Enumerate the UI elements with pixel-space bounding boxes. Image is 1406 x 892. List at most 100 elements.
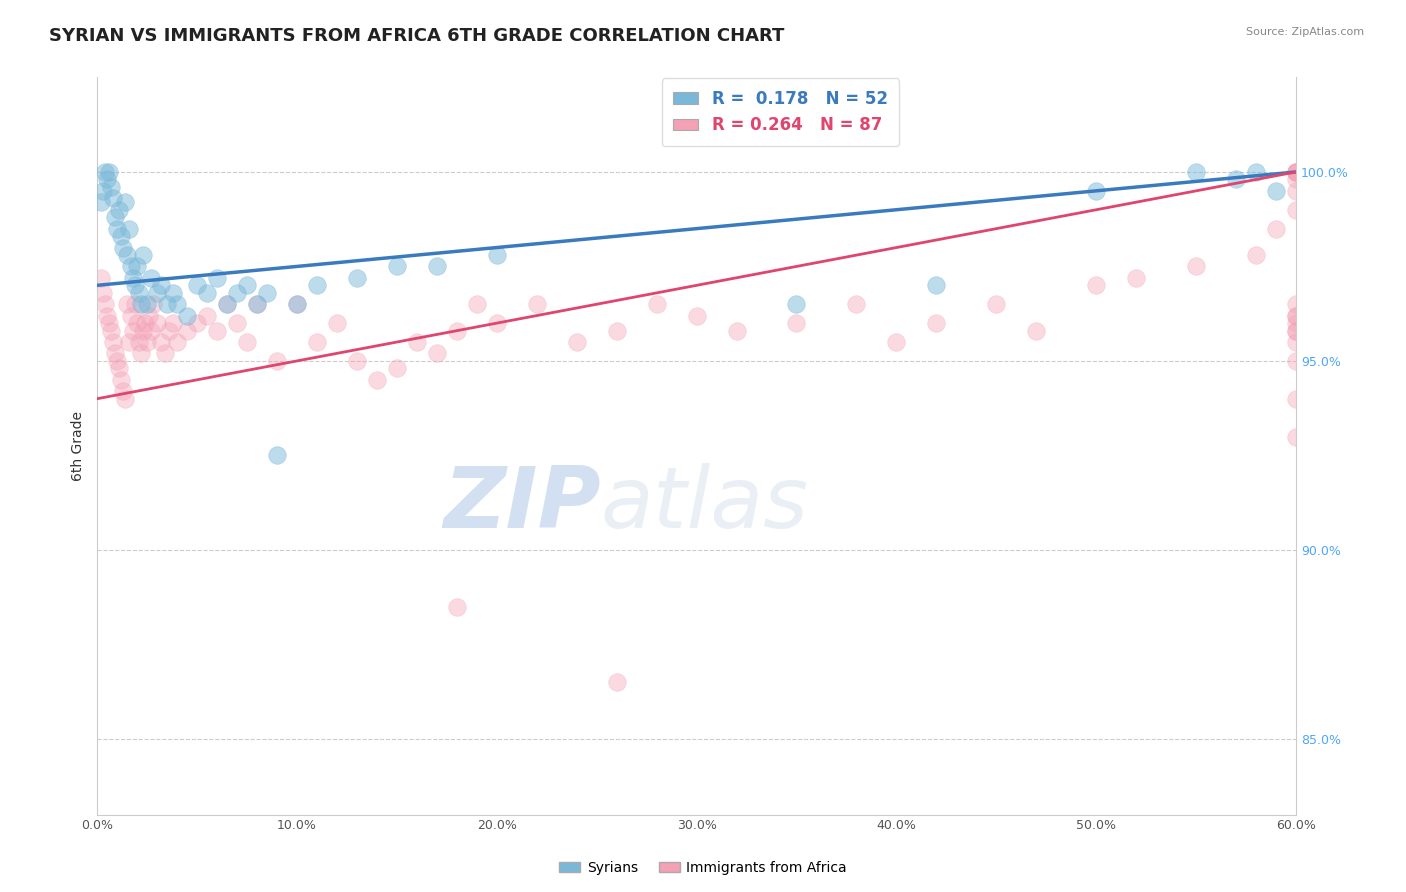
- Point: [385, 361, 408, 376]
- Text: ZIP: ZIP: [443, 464, 600, 547]
- Point: [128, 285, 150, 300]
- Text: atlas: atlas: [600, 464, 808, 547]
- Point: [136, 297, 159, 311]
- Point: [176, 309, 198, 323]
- Point: [606, 324, 628, 338]
- Point: [94, 297, 117, 311]
- Point: [285, 297, 308, 311]
- Point: [1285, 429, 1308, 443]
- Point: [385, 260, 408, 274]
- Point: [153, 346, 176, 360]
- Point: [114, 392, 136, 406]
- Point: [129, 346, 152, 360]
- Point: [305, 278, 328, 293]
- Point: [426, 260, 449, 274]
- Point: [129, 297, 152, 311]
- Point: [120, 309, 142, 323]
- Point: [186, 278, 208, 293]
- Point: [1285, 392, 1308, 406]
- Point: [426, 346, 449, 360]
- Point: [346, 270, 368, 285]
- Point: [986, 297, 1008, 311]
- Point: [1265, 184, 1288, 198]
- Y-axis label: 6th Grade: 6th Grade: [72, 411, 86, 481]
- Point: [96, 172, 118, 186]
- Point: [122, 324, 145, 338]
- Point: [118, 221, 141, 235]
- Point: [886, 334, 908, 349]
- Point: [1285, 165, 1308, 179]
- Point: [162, 316, 184, 330]
- Point: [157, 324, 180, 338]
- Point: [1285, 309, 1308, 323]
- Point: [1285, 309, 1308, 323]
- Point: [108, 202, 131, 217]
- Point: [226, 316, 249, 330]
- Point: [124, 297, 146, 311]
- Point: [1285, 165, 1308, 179]
- Point: [785, 297, 807, 311]
- Point: [156, 297, 179, 311]
- Text: Source: ZipAtlas.com: Source: ZipAtlas.com: [1246, 27, 1364, 37]
- Point: [150, 334, 173, 349]
- Point: [1285, 165, 1308, 179]
- Point: [606, 675, 628, 690]
- Point: [138, 309, 160, 323]
- Point: [132, 248, 155, 262]
- Point: [1285, 172, 1308, 186]
- Point: [139, 270, 162, 285]
- Legend: Syrians, Immigrants from Africa: Syrians, Immigrants from Africa: [554, 855, 852, 880]
- Point: [96, 309, 118, 323]
- Point: [110, 229, 132, 244]
- Point: [785, 316, 807, 330]
- Point: [186, 316, 208, 330]
- Point: [1285, 324, 1308, 338]
- Point: [90, 270, 112, 285]
- Point: [1085, 184, 1108, 198]
- Point: [1265, 221, 1288, 235]
- Point: [1244, 165, 1267, 179]
- Point: [925, 278, 948, 293]
- Point: [266, 354, 288, 368]
- Point: [565, 334, 588, 349]
- Point: [166, 297, 188, 311]
- Point: [305, 334, 328, 349]
- Point: [526, 297, 548, 311]
- Point: [128, 334, 150, 349]
- Point: [266, 449, 288, 463]
- Point: [110, 373, 132, 387]
- Point: [326, 316, 349, 330]
- Point: [205, 324, 228, 338]
- Point: [226, 285, 249, 300]
- Point: [236, 278, 259, 293]
- Point: [94, 165, 117, 179]
- Point: [124, 278, 146, 293]
- Point: [132, 324, 155, 338]
- Point: [100, 180, 122, 194]
- Point: [162, 285, 184, 300]
- Point: [1285, 202, 1308, 217]
- Point: [104, 346, 127, 360]
- Point: [845, 297, 868, 311]
- Point: [136, 334, 159, 349]
- Point: [925, 316, 948, 330]
- Point: [1285, 316, 1308, 330]
- Point: [105, 354, 128, 368]
- Point: [146, 285, 169, 300]
- Point: [166, 334, 188, 349]
- Point: [1285, 354, 1308, 368]
- Point: [98, 165, 121, 179]
- Point: [195, 309, 218, 323]
- Point: [101, 334, 124, 349]
- Point: [205, 270, 228, 285]
- Legend: R =  0.178   N = 52, R = 0.264   N = 87: R = 0.178 N = 52, R = 0.264 N = 87: [662, 78, 900, 146]
- Point: [142, 297, 165, 311]
- Point: [215, 297, 238, 311]
- Point: [485, 316, 508, 330]
- Point: [1025, 324, 1047, 338]
- Point: [366, 373, 388, 387]
- Point: [685, 309, 707, 323]
- Point: [1285, 324, 1308, 338]
- Point: [146, 316, 169, 330]
- Point: [122, 270, 145, 285]
